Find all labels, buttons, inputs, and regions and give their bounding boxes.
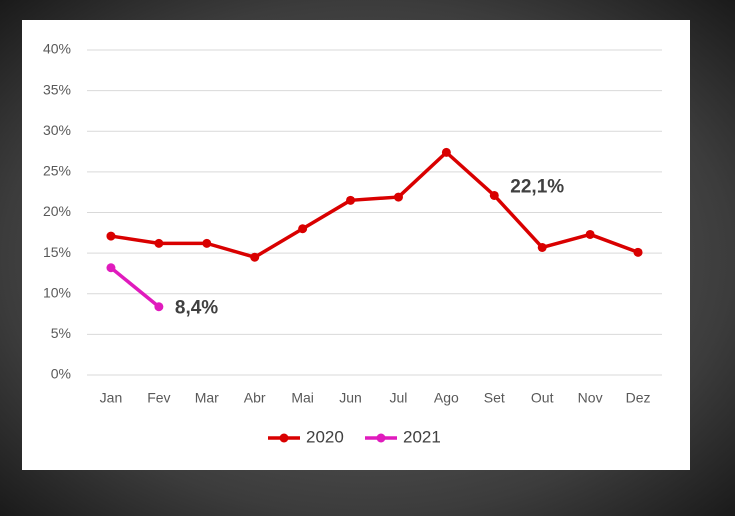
point bbox=[633, 247, 643, 257]
point bbox=[154, 238, 164, 248]
y-tick-label: 40% bbox=[43, 41, 71, 57]
point bbox=[393, 192, 403, 202]
point bbox=[106, 231, 116, 241]
data-label: 8,4% bbox=[175, 297, 218, 318]
point bbox=[489, 190, 499, 200]
y-tick-label: 5% bbox=[51, 325, 71, 341]
point bbox=[106, 263, 116, 273]
series-line bbox=[109, 266, 160, 309]
y-tick-label: 30% bbox=[43, 122, 71, 138]
y-tick-label: 25% bbox=[43, 163, 71, 179]
x-tick-label: Jun bbox=[339, 390, 362, 406]
point bbox=[346, 195, 356, 205]
y-tick-label: 20% bbox=[43, 203, 71, 219]
legend-marker bbox=[376, 433, 386, 443]
point bbox=[537, 242, 547, 252]
point bbox=[298, 224, 308, 234]
point bbox=[202, 238, 212, 248]
y-tick-label: 0% bbox=[51, 366, 71, 382]
x-tick-label: Mar bbox=[195, 390, 219, 406]
x-tick-label: Jan bbox=[100, 390, 123, 406]
x-tick-label: Abr bbox=[244, 390, 266, 406]
x-tick-label: Fev bbox=[147, 390, 170, 406]
legend-label: 2021 bbox=[403, 427, 441, 446]
x-tick-label: Set bbox=[484, 390, 505, 406]
data-label: 22,1% bbox=[510, 176, 564, 197]
x-tick-label: Nov bbox=[578, 390, 603, 406]
x-tick-label: Ago bbox=[434, 390, 459, 406]
point bbox=[585, 229, 595, 239]
x-tick-label: Jul bbox=[390, 390, 408, 406]
y-tick-label: 10% bbox=[43, 284, 71, 300]
chart-panel bbox=[22, 20, 690, 470]
y-tick-label: 15% bbox=[43, 244, 71, 260]
y-tick-label: 35% bbox=[43, 81, 71, 97]
x-tick-label: Out bbox=[531, 390, 554, 406]
x-tick-label: Dez bbox=[626, 390, 651, 406]
point bbox=[441, 147, 451, 157]
point bbox=[250, 252, 260, 262]
series-line bbox=[110, 150, 639, 259]
x-tick-label: Mai bbox=[291, 390, 314, 406]
legend-marker bbox=[279, 433, 289, 443]
point bbox=[154, 302, 164, 312]
legend-label: 2020 bbox=[306, 427, 344, 446]
